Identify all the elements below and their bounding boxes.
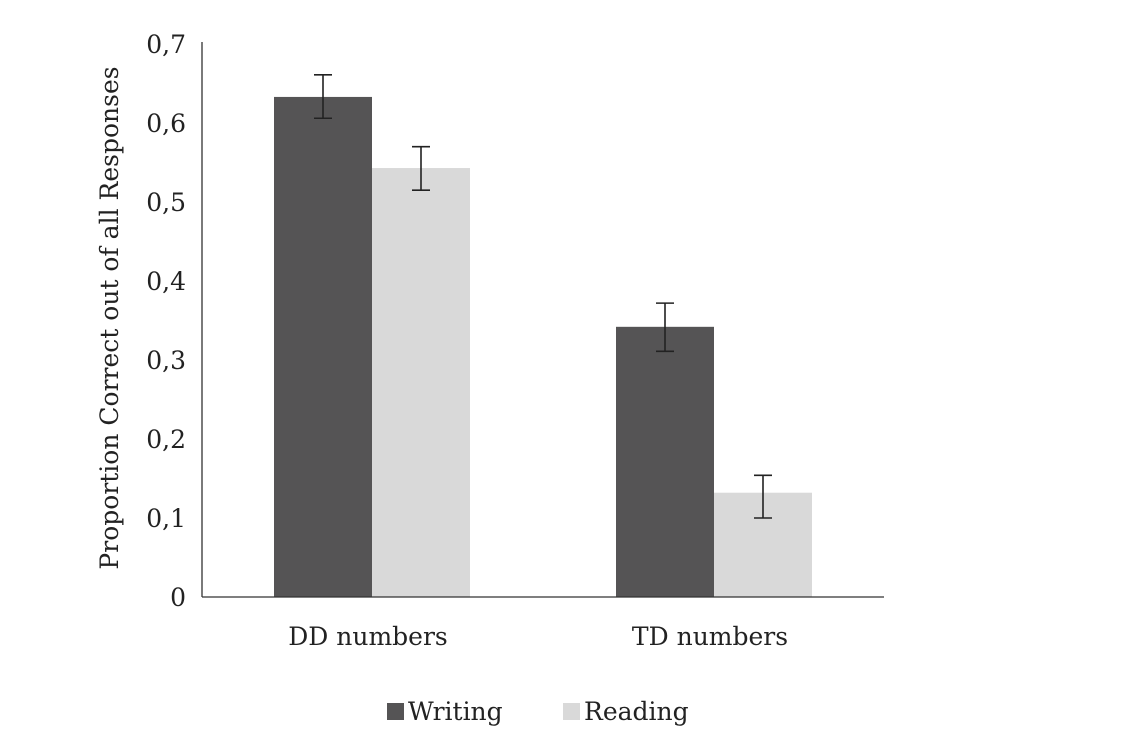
x-tick-label: DD numbers: [288, 622, 448, 651]
y-axis-label: Proportion Correct out of all Responses: [95, 66, 124, 569]
x-tick-label: TD numbers: [632, 622, 788, 651]
y-tick-label: 0: [170, 583, 186, 612]
y-tick-label: 0,5: [146, 188, 186, 217]
error-bar: [754, 474, 772, 519]
y-tick-label: 0,6: [146, 109, 186, 138]
bar-writing: [616, 326, 714, 597]
legend-label: Writing: [408, 697, 503, 726]
y-tick-label: 0,2: [146, 425, 186, 454]
error-bar: [412, 145, 430, 191]
y-tick-label: 0,1: [146, 504, 186, 533]
legend-swatch: [387, 703, 404, 720]
y-tick-label: 0,7: [146, 30, 186, 59]
y-tick-label: 0,4: [146, 267, 186, 296]
bar-reading: [372, 168, 470, 597]
error-bar: [656, 302, 674, 353]
error-bar: [314, 74, 332, 120]
legend-label: Reading: [584, 697, 689, 726]
legend-item-reading: Reading: [563, 697, 689, 726]
y-tick-label: 0,3: [146, 346, 186, 375]
bar-writing: [274, 96, 372, 598]
legend-item-writing: Writing: [387, 697, 503, 726]
legend-swatch: [563, 703, 580, 720]
